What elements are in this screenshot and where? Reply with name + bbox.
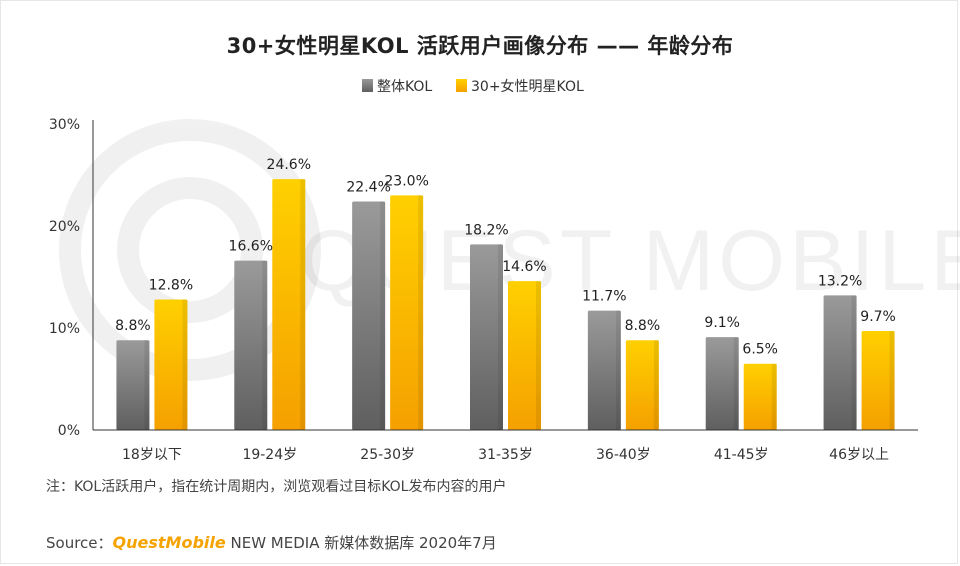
bar-shade (733, 337, 739, 430)
bar-overall-kol (823, 295, 857, 430)
data-label: 6.5% (742, 342, 778, 358)
bar-female-star-kol (743, 363, 777, 430)
bar-shade (300, 179, 306, 430)
bar-shade (771, 363, 777, 430)
bar-female-star-kol (272, 179, 306, 430)
x-tick-label: 36-40岁 (596, 447, 651, 463)
bar-shade (182, 299, 188, 430)
legend-swatch-overall (362, 79, 373, 92)
x-tick-label: 19-24岁 (242, 447, 297, 463)
bar-shade (536, 281, 541, 430)
bar-shade (498, 244, 503, 430)
legend-swatch-female-kol (456, 79, 467, 92)
bar-overall-kol (587, 310, 621, 430)
bar-female-star-kol (625, 340, 659, 430)
data-label: 23.0% (384, 173, 428, 189)
bar-overall-kol (352, 201, 386, 430)
y-tick-label: 0% (58, 423, 80, 439)
bar-female-star-kol (861, 331, 895, 430)
data-label: 14.6% (502, 259, 546, 275)
bar-shade (144, 340, 150, 430)
bar-female-star-kol (390, 195, 424, 430)
x-tick-label: 46岁以上 (829, 447, 889, 463)
bar-female-star-kol (154, 299, 188, 430)
legend-label-female-kol: 30+女性明星KOL (471, 78, 584, 95)
legend: 整体KOL 30+女性明星KOL (362, 78, 584, 95)
data-label: 22.4% (346, 180, 390, 196)
bar-overall-kol (234, 260, 268, 430)
y-axis: 0% 10% 20% 30% (49, 117, 94, 439)
x-tick-label: 31-35岁 (478, 447, 533, 463)
x-tick-label: 41-45岁 (714, 447, 769, 463)
source-text: NEW MEDIA 新媒体数据库 2020年7月 (225, 534, 497, 552)
data-label: 11.7% (582, 289, 626, 305)
bar-overall-kol (705, 337, 739, 430)
y-tick-label: 20% (49, 219, 80, 235)
x-axis: 18岁以下 19-24岁 25-30岁 31-35岁 36-40岁 41-45岁 46岁以上 (93, 429, 918, 463)
x-tick-label: 18岁以下 (122, 447, 182, 463)
bar-shade (889, 331, 895, 430)
data-label: 8.8% (115, 318, 151, 334)
bar-overall-kol (116, 340, 150, 430)
source-label: Source： (46, 534, 113, 552)
data-label: 16.6% (229, 239, 273, 255)
bar-shade (851, 295, 857, 430)
bar-shade (262, 260, 268, 430)
footnote: 注：KOL活跃用户，指在统计周期内，浏览观看过目标KOL发布内容的用户 (46, 479, 507, 495)
watermark-logo-ring-inner (117, 177, 263, 323)
chart-title: 30+女性明星KOL 活跃用户画像分布 —— 年龄分布 (226, 34, 734, 58)
data-label: 12.8% (149, 277, 193, 293)
y-tick-label: 10% (49, 321, 80, 337)
x-tick-label: 25-30岁 (360, 447, 415, 463)
bar-shade (653, 340, 659, 430)
bar-shade (615, 310, 621, 430)
data-label: 9.7% (860, 309, 896, 325)
data-label: 8.8% (625, 318, 661, 334)
bar-female-star-kol (508, 281, 541, 430)
data-label: 13.2% (818, 273, 862, 289)
watermark-logo-ring (59, 119, 321, 381)
source-brand: QuestMobile (112, 533, 226, 552)
y-tick-label: 30% (49, 117, 80, 133)
bar-shade (380, 201, 386, 430)
data-label: 24.6% (267, 157, 311, 173)
bar-overall-kol (470, 244, 503, 430)
legend-label-overall: 整体KOL (377, 79, 432, 95)
data-label: 18.2% (464, 222, 508, 238)
bars (116, 179, 895, 430)
source-line: Source：QuestMobile NEW MEDIA 新媒体数据库 2020… (46, 532, 497, 553)
data-labels: 8.8% 12.8% 16.6% 24.6% 22.4%23.0% 18.2% 14.6% 1… (115, 157, 896, 358)
data-label: 9.1% (704, 315, 740, 331)
bar-shade (418, 195, 424, 430)
